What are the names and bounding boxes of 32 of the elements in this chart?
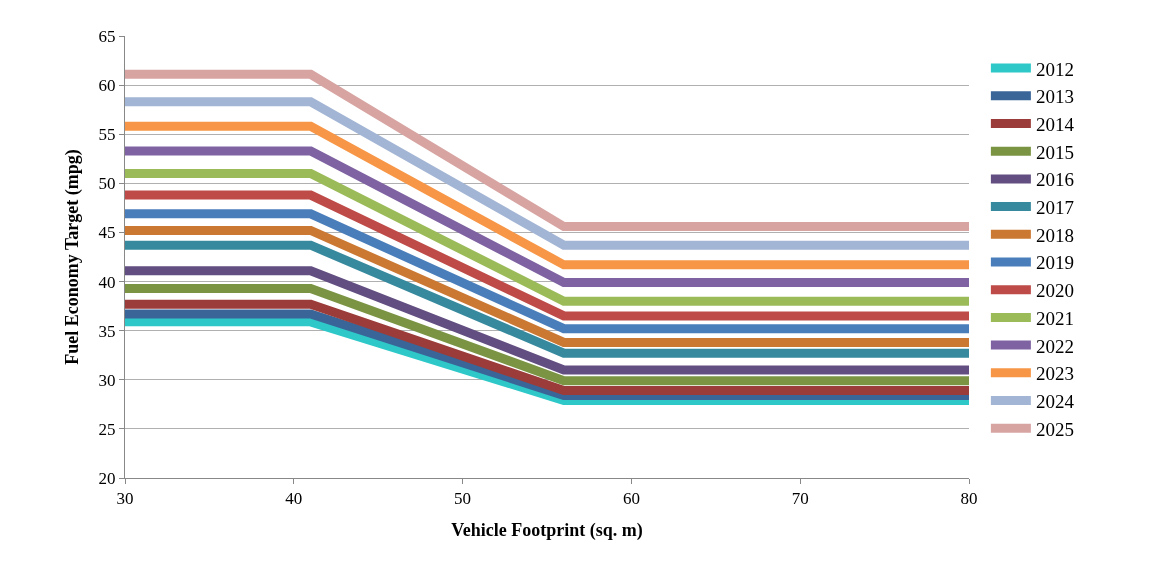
legend-label: 2012 [1035,58,1074,80]
legend-label: 2018 [1035,224,1074,246]
y-tick-label: 30 [98,370,116,390]
legend-label: 2023 [1035,363,1074,385]
x-tick-label: 30 [116,489,134,509]
legend-label: 2016 [1035,169,1074,191]
legend-label: 2021 [1035,307,1074,329]
y-tick-label: 35 [98,321,116,341]
x-tick-label: 60 [622,489,640,509]
y-tick-label: 40 [98,272,116,292]
y-tick-label: 65 [98,26,116,46]
y-tick-label: 50 [98,174,116,194]
x-tick-label: 80 [960,489,978,509]
legend-label: 2020 [1035,280,1074,302]
y-tick-label: 25 [98,419,116,439]
legend-label: 2019 [1035,252,1074,274]
legend-label: 2025 [1035,418,1074,440]
y-tick-label: 20 [98,468,116,488]
legend-label: 2024 [1035,390,1075,412]
legend-label: 2013 [1035,86,1074,108]
legend-label: 2015 [1035,141,1074,163]
legend-label: 2022 [1035,335,1074,357]
x-tick-label: 50 [454,489,472,509]
y-tick-label: 55 [98,125,116,145]
x-axis-title: Vehicle Footprint (sq. m) [451,519,643,541]
legend-label: 2017 [1035,197,1074,219]
legend-label: 2014 [1035,113,1075,135]
y-tick-label: 45 [98,223,116,243]
x-tick-label: 40 [285,489,303,509]
y-axis-title: Fuel Economy Target (mpg) [61,149,83,365]
x-tick-label: 70 [791,489,809,509]
y-tick-label: 60 [98,76,116,96]
